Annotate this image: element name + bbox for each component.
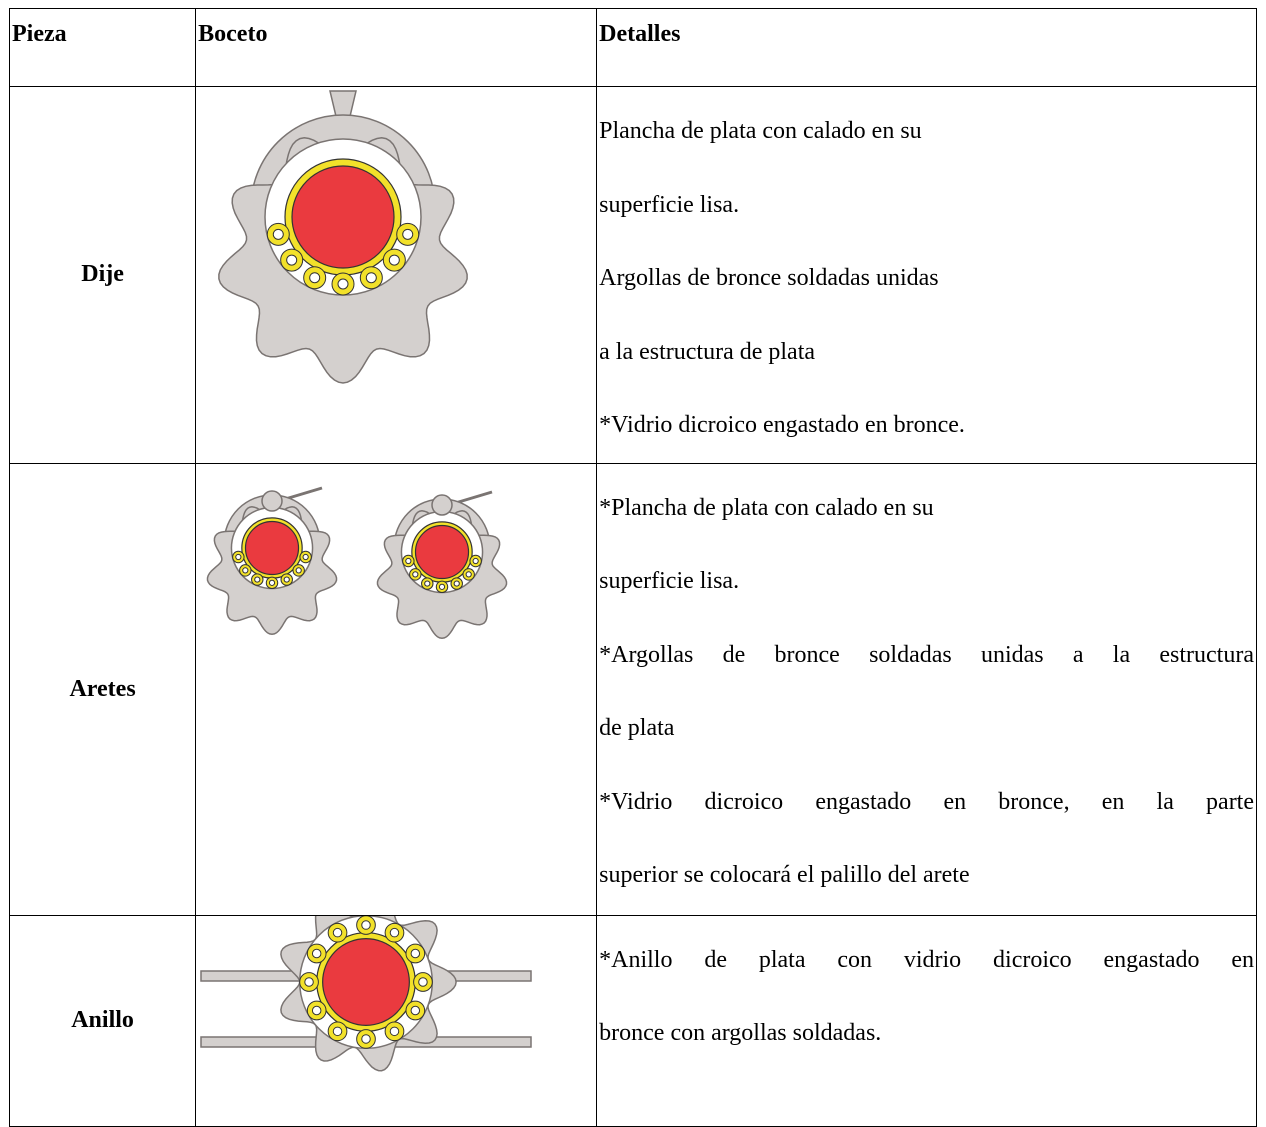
- sketch-cell: [195, 86, 598, 464]
- detail-line: *Argollas de bronce soldadas unidas a la…: [599, 641, 1254, 668]
- detail-line: de plata: [599, 715, 675, 741]
- sketch-shape: [291, 165, 395, 269]
- sketch-shape: [439, 583, 446, 590]
- sketch: [206, 486, 508, 639]
- piece-cell: Aretes: [8, 462, 197, 916]
- detail-line: a la estructura de plata: [599, 338, 816, 365]
- sketch-shape: [424, 579, 431, 587]
- sketch-shape: [235, 553, 242, 560]
- detail-line: superficie lisa.: [599, 191, 740, 218]
- sketch-shape: [322, 937, 411, 1026]
- detail-line: bronce con argollas soldadas.: [599, 1020, 882, 1046]
- details-cell: *Anillo de plata con vidrio dicroico eng…: [596, 914, 1257, 1127]
- sketch-shape: [389, 927, 400, 937]
- sketch-shape: [418, 976, 428, 987]
- header-cell: Detalles: [596, 8, 1257, 87]
- piece-cell: Anillo: [8, 914, 197, 1127]
- sketch: [218, 90, 468, 384]
- sketch-shape: [312, 948, 322, 958]
- sketch-shape: [365, 272, 377, 284]
- sketch-shape: [242, 566, 249, 573]
- sketch-shape: [254, 575, 261, 583]
- detail-line: Plancha de plata con calado en su: [599, 118, 922, 144]
- piece-cell: Dije: [8, 86, 197, 464]
- sketch-shape: [472, 557, 479, 564]
- header-cell: Pieza: [8, 8, 197, 87]
- detail-line: *Plancha de plata con calado en su: [599, 494, 934, 521]
- sketch-shape: [412, 570, 419, 577]
- sketch-shape: [332, 1026, 343, 1036]
- detail-line: superior se colocará el palillo del aret…: [599, 862, 970, 888]
- sketch-shape: [309, 272, 321, 284]
- sketch: [200, 915, 532, 1071]
- details-cell: *Plancha de plata con calado en su superf…: [596, 462, 1257, 916]
- parts-table: Pieza Boceto Detalles Dije Plancha de pl…: [8, 8, 1257, 1127]
- detail-line: *Anillo de plata con vidrio dicroico eng…: [599, 946, 1254, 973]
- sketch-cell: [195, 914, 598, 1127]
- sketch-shape: [295, 566, 302, 573]
- sketch-shape: [269, 579, 276, 586]
- sketch-shape: [410, 1005, 421, 1015]
- row: Dije Plancha de plata con calado en su su…: [8, 86, 1257, 464]
- sketch-shape: [388, 254, 400, 266]
- sketch-shape: [389, 1026, 400, 1036]
- sketch-cell: [195, 462, 598, 916]
- header-cell: Boceto: [195, 8, 598, 87]
- sketch-shape: [283, 575, 290, 583]
- sketch-shape: [361, 1033, 371, 1044]
- sketch-shape: [415, 524, 470, 579]
- sketch-shape: [402, 228, 414, 240]
- sketch-shape: [361, 919, 371, 930]
- row: Aretes *Plancha de plata con calado en s…: [8, 462, 1257, 916]
- detail-line: Argollas de bronce soldadas unidas: [599, 265, 939, 291]
- sketch-shape: [312, 1005, 322, 1015]
- sketch-shape: [332, 927, 343, 937]
- row: Anillo *Anillo de plata con vidrio dicro…: [8, 914, 1257, 1127]
- detail-line: *Vidrio dicroico engastado en bronce, en…: [599, 788, 1254, 815]
- detail-line: superficie lisa.: [599, 568, 740, 594]
- sketch-shape: [453, 579, 460, 587]
- sketch-shape: [337, 278, 349, 290]
- sketch-shape: [465, 570, 472, 577]
- sketch-shape: [302, 553, 309, 560]
- sketch-shape: [272, 228, 284, 240]
- sketch-shape: [261, 489, 283, 512]
- sketch-shape: [245, 520, 300, 575]
- detail-line: *Vidrio dicroico engastado en bronce.: [599, 412, 965, 438]
- sketch-shape: [286, 254, 298, 266]
- sketch-shape: [410, 948, 421, 958]
- sketch-shape: [304, 976, 314, 987]
- sketch-shape: [405, 557, 412, 564]
- header-row: Pieza Boceto Detalles: [8, 8, 1257, 87]
- details-cell: Plancha de plata con calado en su superfi…: [596, 86, 1257, 464]
- sketch-shape: [431, 493, 453, 516]
